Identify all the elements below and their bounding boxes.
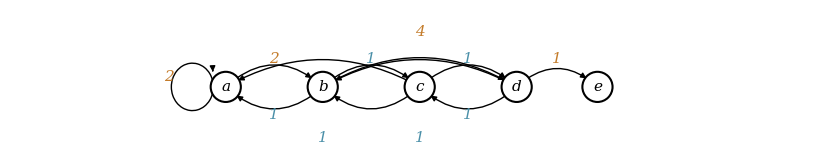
Text: 1: 1 [269,108,279,122]
FancyArrowPatch shape [334,96,409,109]
Text: 4: 4 [414,25,425,39]
Text: 1: 1 [366,52,376,66]
FancyArrowPatch shape [430,65,505,78]
FancyArrowPatch shape [336,59,505,80]
FancyArrowPatch shape [238,96,312,109]
FancyArrowPatch shape [432,96,505,109]
Text: 1: 1 [414,131,425,145]
FancyArrowPatch shape [528,68,585,78]
Text: 1: 1 [318,131,328,145]
FancyArrowPatch shape [239,59,407,80]
Circle shape [582,72,612,102]
Circle shape [501,72,532,102]
Text: 1: 1 [464,108,473,122]
Text: 2: 2 [269,52,279,66]
FancyArrowPatch shape [237,65,310,78]
Text: c: c [415,80,424,94]
Text: 1: 1 [464,52,473,66]
Circle shape [404,72,435,102]
Circle shape [308,72,338,102]
FancyArrowPatch shape [334,58,503,80]
Text: d: d [512,80,521,94]
Text: b: b [318,80,328,94]
Circle shape [211,72,241,102]
FancyArrowPatch shape [334,65,408,78]
Text: e: e [593,80,602,94]
Text: 1: 1 [552,52,562,66]
Text: a: a [221,80,230,94]
Text: 2: 2 [164,70,174,84]
